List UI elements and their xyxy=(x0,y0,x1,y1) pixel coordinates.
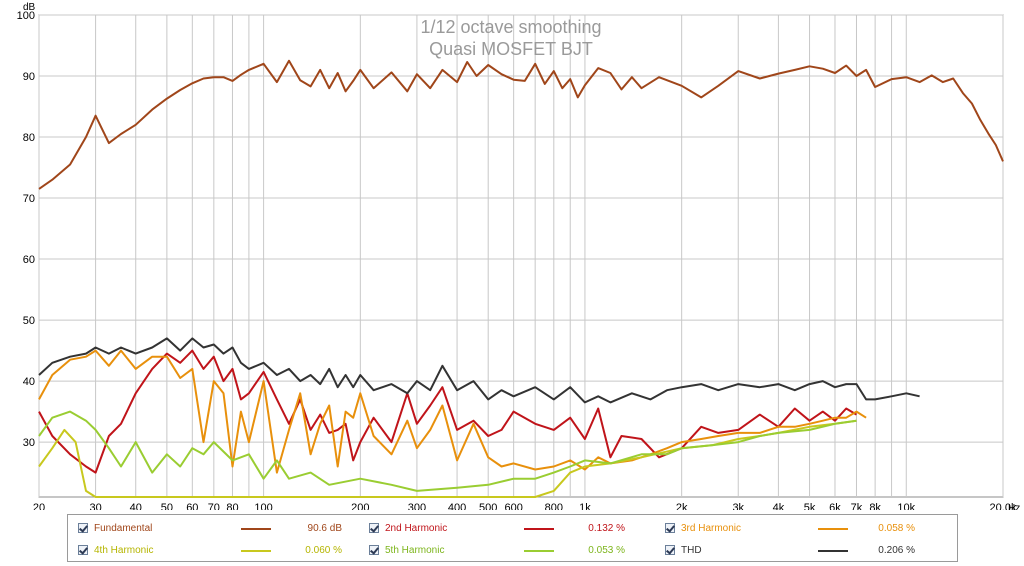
x-tick-label: 80 xyxy=(226,502,238,510)
y-tick-label: 30 xyxy=(23,437,35,449)
legend-label-2nd-harmonic: 2nd Harmonic xyxy=(385,523,448,534)
series-line-3rd-harmonic xyxy=(38,349,867,474)
legend-item-3rd-harmonic[interactable]: 3rd Harmonic 0.058 % xyxy=(665,521,955,537)
x-tick-label: 8k xyxy=(869,502,881,510)
checkbox-fundamental[interactable] xyxy=(78,523,88,533)
series-line-5th-harmonic xyxy=(38,410,857,492)
y-tick-label: 70 xyxy=(23,193,35,205)
series-line-2nd-harmonic xyxy=(38,349,858,474)
legend-label-fundamental: Fundamental xyxy=(94,523,153,534)
x-tick-label: 20 xyxy=(33,502,45,510)
legend-swatch-4th-harmonic xyxy=(241,550,271,552)
legend-value-2nd-harmonic: 0.132 % xyxy=(588,523,625,534)
chart-title: 1/12 octave smoothing xyxy=(420,17,601,37)
legend-item-5th-harmonic[interactable]: 5th Harmonic 0.053 % xyxy=(369,543,659,559)
legend-item-4th-harmonic[interactable]: 4th Harmonic 0.060 % xyxy=(78,543,368,559)
legend-item-thd[interactable]: THD 0.206 % xyxy=(665,543,955,559)
legend-swatch-5th-harmonic xyxy=(524,550,554,552)
checkbox-3rd-harmonic[interactable] xyxy=(665,523,675,533)
legend-label-4th-harmonic: 4th Harmonic xyxy=(94,545,154,556)
x-tick-label: 40 xyxy=(130,502,142,510)
x-tick-label: 500 xyxy=(479,502,497,510)
legend-label-5th-harmonic: 5th Harmonic xyxy=(385,545,445,556)
y-tick-label: 60 xyxy=(23,254,35,266)
y-tick-label: 50 xyxy=(23,315,35,327)
legend-value-thd: 0.206 % xyxy=(878,545,915,556)
legend-value-3rd-harmonic: 0.058 % xyxy=(878,523,915,534)
legend-swatch-3rd-harmonic xyxy=(818,528,848,530)
x-tick-label: 7k xyxy=(851,502,863,510)
legend-swatch-thd xyxy=(818,550,848,552)
checkbox-thd[interactable] xyxy=(665,545,675,555)
y-axis-label: dB xyxy=(23,2,36,13)
frequency-response-chart: 30 40 50 60 70 80 90 100 20 30 40 50 60 70 80 100 200 30… xyxy=(17,2,1021,510)
series-line-fundamental xyxy=(38,59,1004,190)
x-tick-label: 100 xyxy=(254,502,272,510)
x-tick-label: 800 xyxy=(545,502,563,510)
x-tick-label: 6k xyxy=(829,502,841,510)
x-tick-label: 1k xyxy=(579,502,591,510)
y-tick-label: 80 xyxy=(23,132,35,144)
x-tick-label: 5k xyxy=(804,502,816,510)
legend-swatch-2nd-harmonic xyxy=(524,528,554,530)
x-tick-label: 2k xyxy=(676,502,688,510)
legend-value-4th-harmonic: 0.060 % xyxy=(305,545,342,556)
checkbox-4th-harmonic[interactable] xyxy=(78,545,88,555)
legend-item-2nd-harmonic[interactable]: 2nd Harmonic 0.132 % xyxy=(369,521,659,537)
series-line-thd xyxy=(38,337,920,404)
x-tick-label: 300 xyxy=(408,502,426,510)
x-tick-label: 3k xyxy=(732,502,744,510)
legend-label-thd: THD xyxy=(681,545,702,556)
legend-label-3rd-harmonic: 3rd Harmonic xyxy=(681,523,742,534)
y-tick-label: 100 xyxy=(17,10,35,22)
grid-lines xyxy=(38,14,1004,497)
x-tick-label: 20.0k xyxy=(990,502,1017,510)
x-tick-label: 50 xyxy=(161,502,173,510)
x-tick-label: 70 xyxy=(208,502,220,510)
legend: Fundamental 90.6 dB 2nd Harmonic 0.132 %… xyxy=(67,514,958,562)
x-tick-label: 10k xyxy=(897,502,915,510)
legend-value-5th-harmonic: 0.053 % xyxy=(588,545,625,556)
checkbox-5th-harmonic[interactable] xyxy=(369,545,379,555)
y-tick-labels: 30 40 50 60 70 80 90 100 xyxy=(17,10,35,449)
x-axis-unit: Hz xyxy=(1008,503,1020,510)
x-tick-label: 400 xyxy=(448,502,466,510)
checkbox-2nd-harmonic[interactable] xyxy=(369,523,379,533)
x-tick-label: 4k xyxy=(773,502,785,510)
series-group xyxy=(38,59,1004,498)
legend-value-fundamental: 90.6 dB xyxy=(307,523,342,534)
x-tick-label: 30 xyxy=(89,502,101,510)
y-tick-label: 40 xyxy=(23,376,35,388)
x-tick-label: 200 xyxy=(351,502,369,510)
x-tick-label: 600 xyxy=(504,502,522,510)
x-tick-label: 60 xyxy=(186,502,198,510)
legend-item-fundamental[interactable]: Fundamental 90.6 dB xyxy=(78,521,368,537)
x-tick-labels: 20 30 40 50 60 70 80 100 200 300 400 500 600 800 1k 2k 3… xyxy=(33,502,1017,510)
y-tick-label: 90 xyxy=(23,71,35,83)
chart-subtitle: Quasi MOSFET BJT xyxy=(429,39,593,59)
legend-swatch-fundamental xyxy=(241,528,271,530)
